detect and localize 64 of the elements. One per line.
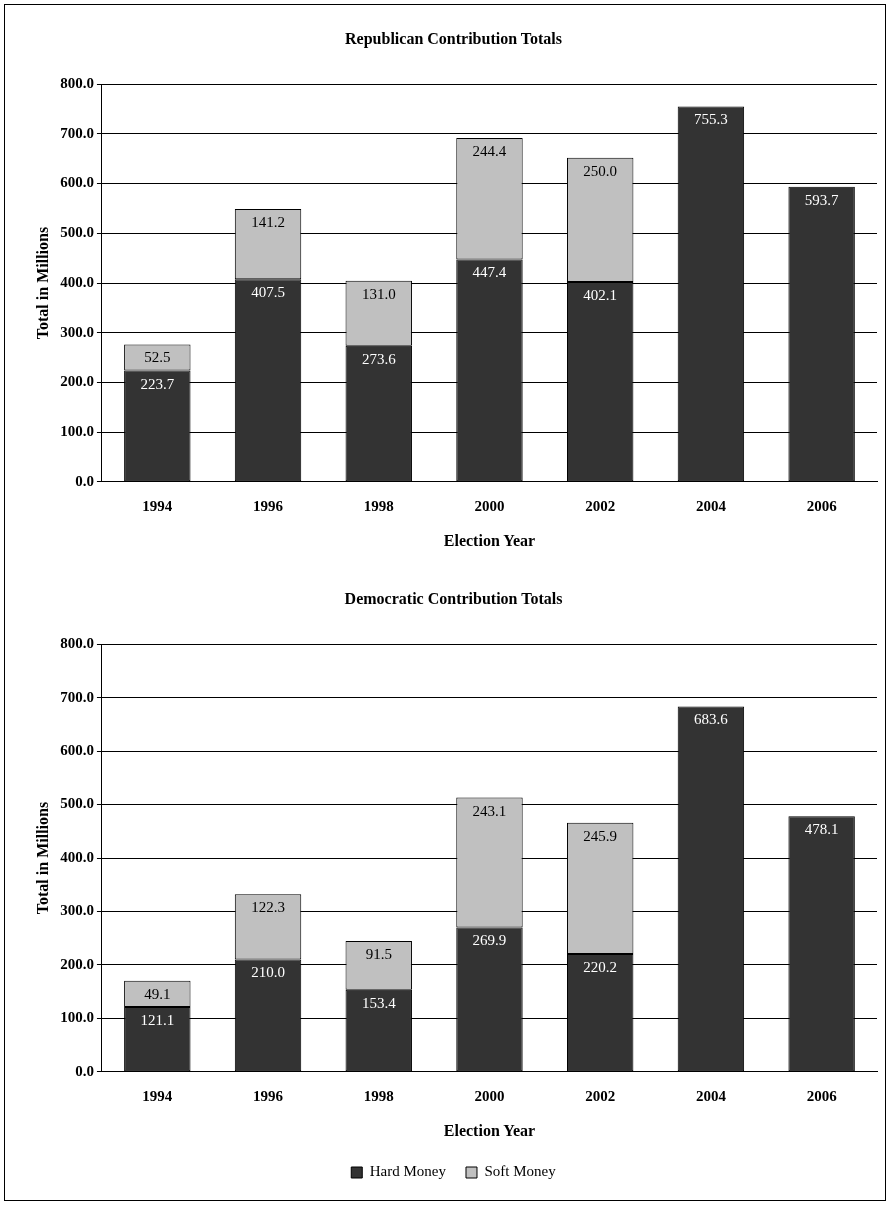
y-tick-label: 0.0 [75,472,94,489]
y-tick-label: 600.0 [60,741,94,758]
x-tick-label: 2006 [806,1087,838,1104]
data-label: 244.4 [472,142,507,159]
data-label: 121.1 [140,1012,175,1029]
y-tick-label: 0.0 [75,1062,94,1079]
data-label: 273.6 [361,350,397,367]
data-label: 245.9 [583,827,618,844]
y-tick-label: 300.0 [60,902,94,919]
data-label: 52.5 [144,349,171,366]
x-tick-label: 1996 [253,1087,284,1104]
data-label: 683.6 [694,711,729,728]
x-tick-label: 1998 [363,1087,394,1104]
x-axis-title: Election Year [443,531,536,549]
y-tick-label: 300.0 [60,323,94,340]
x-tick-label: 2000 [474,1087,505,1104]
y-tick-label: 100.0 [60,422,94,439]
y-tick-label: 500.0 [60,795,94,812]
data-label: 131.0 [361,285,396,302]
y-tick-label: 200.0 [60,373,94,390]
data-label: 220.2 [583,959,618,976]
data-label: 122.3 [251,899,285,916]
data-label: 269.9 [472,932,507,949]
x-tick-label: 2002 [585,1087,616,1104]
x-tick-label: 2004 [695,497,727,514]
data-label: 447.4 [472,264,507,281]
data-label: 402.1 [583,286,618,303]
x-tick-label: 1996 [253,497,284,514]
y-tick-label: 800.0 [60,635,94,652]
legend-label: Soft Money [484,1163,557,1180]
y-axis-title: Total in Millions [33,226,51,340]
data-label: 49.1 [144,985,171,1002]
data-label: 223.7 [140,375,175,392]
y-tick-label: 600.0 [60,174,94,191]
y-tick-label: 200.0 [60,955,94,972]
x-tick-label: 2000 [474,497,505,514]
legend-label: Hard Money [369,1163,447,1180]
x-tick-label: 1998 [363,497,394,514]
x-tick-label: 2004 [695,1087,727,1104]
y-tick-label: 800.0 [60,75,94,92]
data-label: 153.4 [361,994,397,1011]
data-label: 141.2 [251,214,285,231]
x-axis-title: Election Year [443,1121,536,1139]
data-label: 250.0 [583,162,618,179]
chart-title: Democratic Contribution Totals [344,589,563,607]
y-tick-label: 400.0 [60,273,94,290]
data-label: 210.0 [251,964,285,981]
data-label: 91.5 [365,945,392,962]
x-tick-label: 2006 [806,497,838,514]
data-label: 755.3 [694,111,728,128]
y-axis-title: Total in Millions [33,801,51,915]
data-label: 593.7 [804,191,840,208]
y-tick-label: 400.0 [60,848,94,865]
x-tick-label: 1994 [142,497,173,514]
y-tick-label: 500.0 [60,224,94,241]
data-label: 478.1 [804,821,839,838]
chart-title: Republican Contribution Totals [345,29,562,48]
y-tick-label: 100.0 [60,1009,94,1026]
x-tick-label: 1994 [142,1087,173,1104]
y-tick-label: 700.0 [60,688,94,705]
x-tick-label: 2002 [585,497,616,514]
y-tick-label: 700.0 [60,124,94,141]
data-label: 243.1 [472,802,507,819]
data-label: 407.5 [251,284,285,301]
